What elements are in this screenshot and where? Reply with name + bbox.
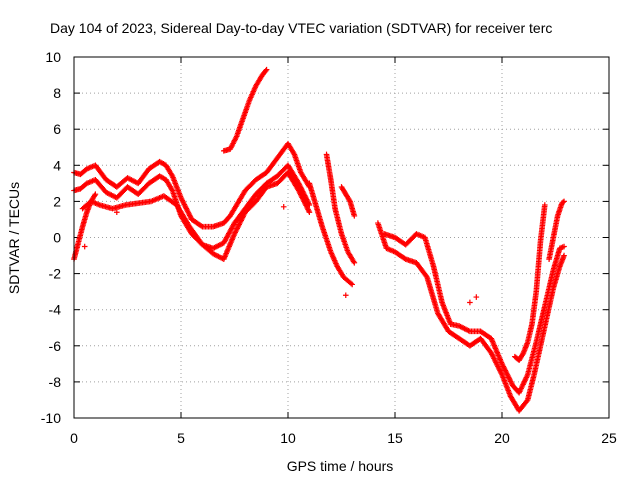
series-track-d (71, 191, 99, 262)
data-point (351, 213, 358, 219)
data-point (561, 243, 567, 250)
data-points (71, 66, 567, 414)
x-tick-label: 5 (177, 430, 185, 446)
data-point (342, 292, 349, 299)
y-tick-label: 10 (45, 49, 61, 65)
series-track-j (512, 202, 548, 364)
y-tick-label: 2 (53, 193, 61, 209)
series-track-c (79, 169, 313, 262)
series-track-h (375, 220, 567, 414)
y-tick-label: -4 (49, 302, 62, 318)
x-tick-label: 15 (387, 430, 403, 446)
data-point (262, 67, 269, 74)
data-point (467, 299, 473, 306)
x-axis-title: GPS time / hours (287, 458, 394, 474)
data-point (560, 199, 566, 206)
x-tick-label: 25 (601, 430, 617, 446)
series-track-k (546, 198, 567, 262)
series-evening-rise (221, 66, 270, 154)
data-point (263, 66, 270, 73)
data-point (561, 198, 567, 205)
x-tick-label: 20 (494, 430, 510, 446)
data-point (306, 209, 313, 216)
data-point (81, 243, 88, 250)
data-point (92, 191, 99, 197)
y-tick-label: -6 (49, 338, 62, 354)
y-tick-label: 8 (53, 85, 61, 101)
data-point (114, 209, 120, 216)
data-point (561, 252, 567, 259)
plot-frame (73, 56, 610, 419)
x-tick-label: 10 (280, 430, 296, 446)
data-point (346, 197, 353, 203)
y-axis-title: SDTVAR / TECUs (6, 182, 22, 294)
series-track-e (306, 180, 355, 288)
y-tick-label: -2 (49, 266, 62, 282)
tick-labels: 0 5 10 15 20 25 -10 -8 -6 -4 -2 0 2 4 6 8 10 (41, 49, 617, 446)
y-tick-label: -10 (41, 410, 61, 426)
data-point (519, 351, 526, 358)
y-tick-label: -8 (49, 374, 62, 390)
data-point (348, 280, 354, 287)
data-point (473, 294, 480, 300)
data-point (351, 259, 358, 266)
data-point (349, 281, 355, 288)
y-tick-label: 4 (53, 157, 61, 173)
y-tick-label: 6 (53, 121, 61, 137)
data-point (198, 223, 205, 229)
series-track-g (338, 184, 358, 219)
data-point (401, 255, 408, 262)
x-tick-label: 0 (70, 430, 78, 446)
series-track-f (323, 151, 358, 266)
data-point (280, 204, 287, 210)
series-track-a (71, 140, 313, 230)
data-point (91, 192, 98, 199)
chart-title: Day 104 of 2023, Sidereal Day-to-day VTE… (50, 20, 552, 36)
y-tick-label: 0 (53, 230, 61, 246)
data-point (542, 202, 548, 208)
series-track-i (381, 231, 567, 396)
series-isolated (81, 204, 480, 306)
